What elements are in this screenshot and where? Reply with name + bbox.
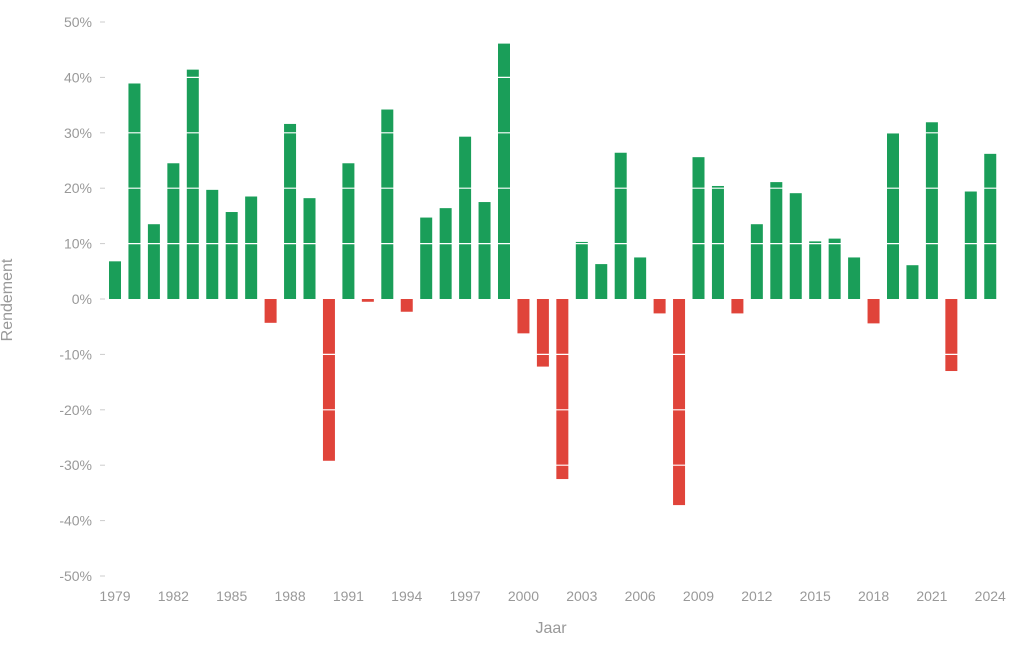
x-tick-label: 2003 [566,588,597,604]
x-tick-label: 2024 [975,588,1006,604]
bar-1982 [167,163,180,299]
bar-2021 [925,122,938,300]
bar-2007 [653,299,666,314]
bar-2019 [887,133,899,299]
bar-2003 [575,241,588,299]
bar-1979 [109,261,121,299]
bar-1999 [498,43,510,299]
bar-1995 [420,217,433,299]
y-tick-label: 50% [64,14,92,30]
bar-2015 [809,241,822,299]
bar-1987 [264,299,277,323]
y-axis-title: Rendement [0,258,16,341]
y-tick-label: 40% [64,69,92,85]
bar-2013 [770,182,783,299]
x-tick-label: 1979 [99,588,130,604]
y-tick-label: 10% [64,236,92,252]
bar-2022 [945,299,958,372]
bar-2000 [517,299,530,334]
bar-2001 [536,299,549,367]
y-tick-label: -30% [59,457,92,473]
x-tick-label: 1985 [216,588,247,604]
bar-2020 [906,265,919,299]
bar-1984 [206,189,219,299]
x-tick-label: 2018 [858,588,889,604]
bar-1991 [342,163,355,299]
bar-2006 [634,257,647,299]
bar-1998 [478,202,491,299]
bar-2009 [692,157,705,299]
bars [109,43,997,506]
x-tick-label: 2021 [916,588,947,604]
bar-1988 [284,123,297,299]
bar-1985 [225,212,238,299]
bar-2005 [614,152,627,299]
y-tick-label: -20% [59,402,92,418]
y-tick-label: -10% [59,346,92,362]
x-tick-label: 2000 [508,588,539,604]
bar-2002 [556,299,569,480]
bar-1994 [400,299,413,312]
x-tick-label: 1997 [450,588,481,604]
x-tick-label: 2015 [800,588,831,604]
x-tick-label: 1994 [391,588,422,604]
x-tick-label: 2006 [625,588,656,604]
x-axis: 1979 1982 1985 1988 1991 1994 1997 2000 2003 2006… [99,588,1006,604]
bar-2018 [867,299,880,324]
bar-2012 [750,224,763,299]
bar-2017 [848,257,861,299]
bar-1996 [439,208,452,299]
bar-2023 [964,191,977,299]
gridlines [105,76,1000,522]
bar-2016 [828,238,841,299]
x-tick-label: 1988 [274,588,305,604]
y-tick-label: 0% [72,291,92,307]
bar-2024 [984,153,997,299]
x-tick-label: 2009 [683,588,714,604]
bar-1989 [303,198,316,299]
x-tick-label: 2012 [741,588,772,604]
y-tick-label: -50% [59,568,92,584]
y-axis: 50% 40% 30% 20% 10% 0% -10% -20% -30% -40% -50% [59,14,105,584]
bar-1993 [381,109,394,299]
y-tick-label: 30% [64,125,92,141]
bar-1986 [245,196,258,299]
x-tick-label: 1982 [158,588,189,604]
bar-1997 [459,136,472,299]
y-tick-label: -40% [59,513,92,529]
bar-2004 [595,264,608,299]
x-tick-label: 1991 [333,588,364,604]
y-tick-label: 20% [64,180,92,196]
x-axis-title: Jaar [535,620,567,637]
bar-1992 [361,299,374,302]
bar-1983 [186,69,199,299]
bar-2010 [711,185,724,299]
bar-1980 [128,83,141,300]
bar-2011 [731,299,744,314]
bar-1981 [147,224,160,299]
bar-1990 [322,299,335,461]
bar-2008 [673,299,686,506]
bar-2014 [789,193,802,299]
